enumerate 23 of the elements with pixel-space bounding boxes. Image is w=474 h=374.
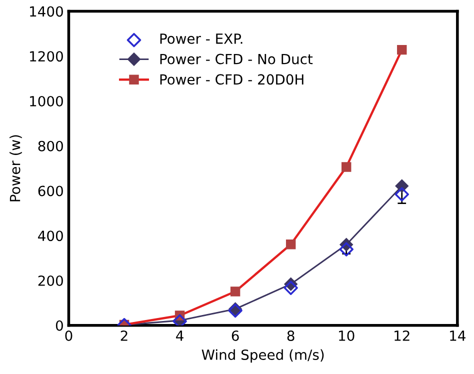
y-tick-label: 1200 [30, 51, 63, 62]
legend-label: Power - CFD - 20D0H [160, 74, 304, 85]
x-tick-label: 12 [394, 330, 410, 341]
y-tick-label: 1000 [30, 96, 63, 106]
y-tick-label: 600 [38, 186, 63, 196]
x-axis-title: Wind Speed (m/s) [202, 349, 324, 363]
x-tick-label: 14 [450, 330, 466, 341]
y-tick-label: 1400 [30, 6, 63, 17]
point [284, 280, 298, 296]
legend-label: Power - EXP. [160, 34, 242, 44]
y-tick-label: 800 [38, 140, 63, 152]
x-tick-label: 8 [287, 330, 294, 341]
y-axis-title: Power (w) [10, 135, 22, 202]
x-tick-label: 0 [65, 330, 72, 341]
x-tick-label: 6 [232, 330, 239, 341]
y-tick-label: 200 [38, 275, 63, 286]
x-tick-label: 2 [120, 330, 128, 341]
point [394, 187, 409, 202]
legend-label: Power - CFD - No Duct [160, 54, 313, 64]
x-tick-label: 10 [339, 330, 354, 341]
y-tick-label: 400 [38, 230, 63, 242]
y-tick-label: 0 [56, 320, 63, 331]
x-tick-label: 4 [176, 330, 184, 341]
